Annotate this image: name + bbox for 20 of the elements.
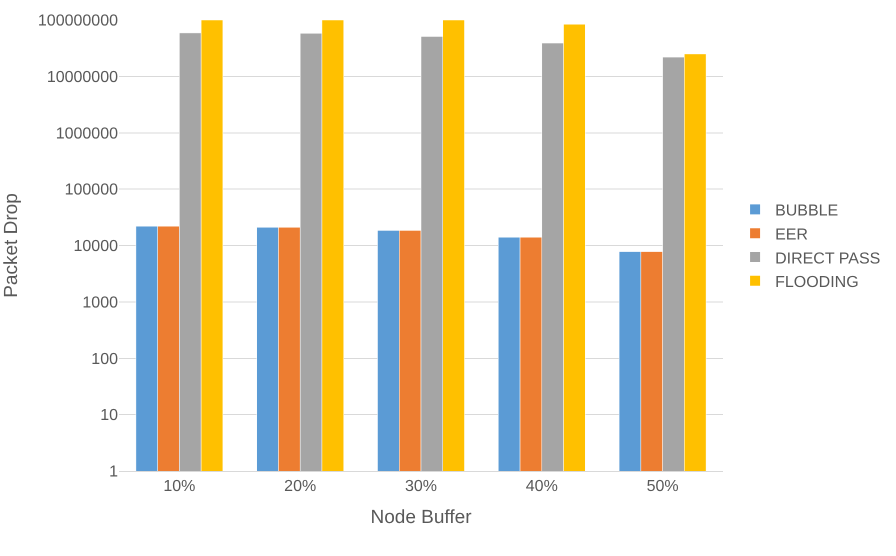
legend-label: BUBBLE [775,202,838,220]
legend-label: FLOODING [775,274,859,292]
x-tick-label: 20% [284,478,316,496]
y-tick-label: 100000000 [38,12,118,30]
legend-label: EER [775,226,808,244]
x-axis-title: Node Buffer [370,507,472,528]
y-tick-label: 10 [100,407,118,424]
y-tick-label: 100000 [64,182,118,199]
y-tick-label: 10000 [74,238,118,256]
y-tick-label: 1000 [82,294,118,312]
legend-label: DIRECT PASS [775,250,880,268]
y-tick-label: 1000000 [56,125,118,142]
x-tick-label: 50% [646,478,679,496]
y-axis-title: Packet Drop [0,193,22,298]
y-tick-label: 100 [91,350,118,368]
y-tick-label: 10000000 [46,68,118,86]
x-tick-label: 40% [526,478,558,496]
x-tick-label: 10% [163,478,196,496]
x-tick-label: 30% [404,478,438,496]
y-tick-label: 1 [109,464,118,481]
